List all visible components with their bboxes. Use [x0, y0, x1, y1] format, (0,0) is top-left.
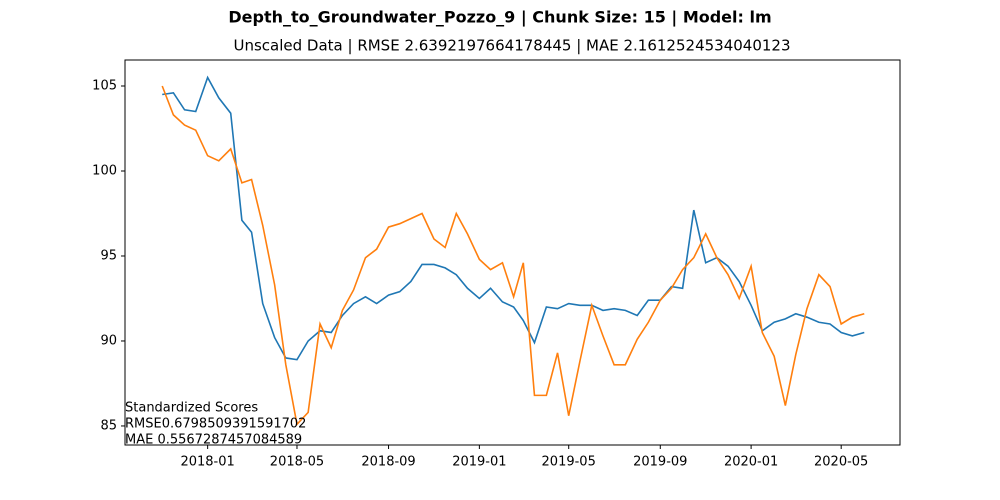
y-tick-label: 90 — [100, 333, 117, 348]
annotation: Standardized Scores — [125, 401, 258, 416]
x-tick-label: 2019-01 — [452, 455, 506, 470]
axes-frame — [124, 59, 901, 446]
y-tick-label: 85 — [100, 418, 117, 433]
x-tick-label: 2018-01 — [180, 455, 234, 470]
annotation: MAE 0.5567287457084589 — [125, 433, 302, 448]
chart-title: Depth_to_Groundwater_Pozzo_9 | Chunk Siz… — [228, 8, 771, 28]
x-tick-label: 2018-05 — [270, 455, 324, 470]
x-tick-label: 2019-05 — [542, 455, 596, 470]
annotation: RMSE0.6798509391591702 — [125, 417, 306, 432]
x-tick-label: 2020-01 — [724, 455, 778, 470]
series-line — [161, 85, 865, 426]
x-tick-label: 2019-09 — [633, 455, 687, 470]
y-tick-label: 105 — [92, 79, 117, 94]
series-line — [162, 75, 865, 361]
chart-subtitle: Unscaled Data | RMSE 2.6392197664178445 … — [233, 37, 790, 55]
x-tick-label: 2018-09 — [361, 455, 415, 470]
y-tick-label: 95 — [100, 248, 117, 263]
x-tick-label: 2020-05 — [814, 455, 868, 470]
y-tick-label: 100 — [92, 163, 117, 178]
